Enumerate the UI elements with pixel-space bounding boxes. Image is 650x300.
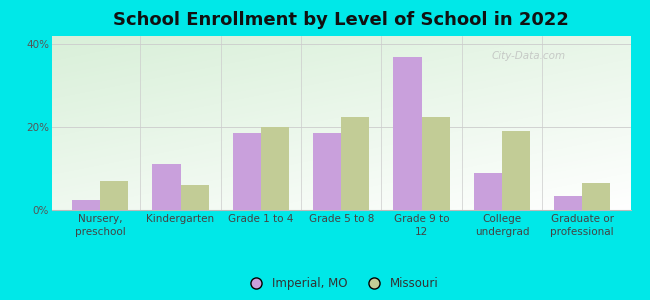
- Title: School Enrollment by Level of School in 2022: School Enrollment by Level of School in …: [113, 11, 569, 29]
- Bar: [72, 200, 100, 210]
- Bar: [554, 196, 582, 210]
- Legend: Imperial, MO, Missouri: Imperial, MO, Missouri: [239, 272, 443, 295]
- Bar: [393, 57, 422, 210]
- Bar: [474, 173, 502, 210]
- Bar: [153, 164, 181, 210]
- Bar: [181, 185, 209, 210]
- Bar: [341, 117, 369, 210]
- Bar: [502, 131, 530, 210]
- Bar: [261, 127, 289, 210]
- Text: City-Data.com: City-Data.com: [491, 51, 566, 61]
- Bar: [100, 181, 128, 210]
- Bar: [582, 183, 610, 210]
- Bar: [313, 134, 341, 210]
- Bar: [422, 117, 450, 210]
- Bar: [233, 134, 261, 210]
